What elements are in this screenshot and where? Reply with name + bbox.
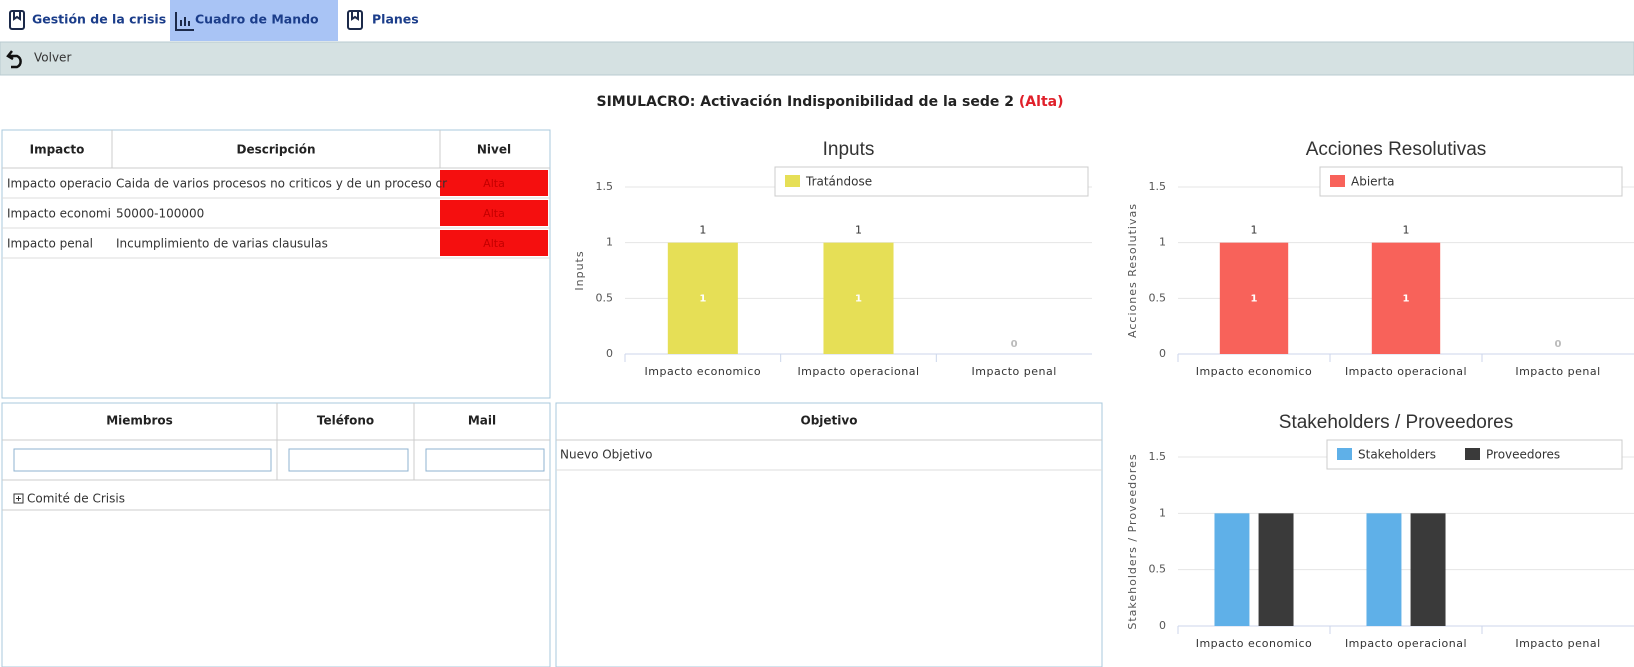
objectives-frame: [555, 402, 1103, 667]
legend-box: [774, 166, 1089, 197]
bar: [1219, 242, 1289, 354]
level-cell: [440, 170, 548, 196]
x-tick-label: Impacto penal: [1515, 637, 1600, 650]
y-tick-label: 0.5: [1149, 563, 1167, 576]
x-tick-label: Impacto economico: [1196, 637, 1313, 650]
y-tick-label: 0.5: [596, 291, 614, 304]
x-tick-label: Impacto operacional: [1345, 365, 1467, 378]
table-cell: Incumplimiento de varias clausulas: [116, 237, 328, 251]
legend-label[interactable]: Stakeholders: [1358, 448, 1436, 462]
filter-input[interactable]: [288, 448, 409, 472]
y-tick-label: 1: [606, 236, 613, 249]
chart-title: Acciones Resolutivas: [1306, 139, 1487, 160]
data-label-inner: 0: [1011, 339, 1018, 350]
y-tick-label: 1: [1159, 236, 1166, 249]
tab[interactable]: Planes: [372, 12, 419, 27]
table-header: Objetivo: [801, 414, 858, 428]
legend-swatch: [1337, 448, 1352, 460]
level-cell: [440, 200, 548, 226]
bar: [1366, 513, 1402, 626]
back-button[interactable]: Volver: [34, 51, 71, 65]
data-label-inner: 1: [1251, 293, 1258, 304]
y-tick-label: 0: [1159, 347, 1166, 360]
y-tick-label: 0.5: [1149, 291, 1167, 304]
x-tick-label: Impacto economico: [645, 365, 762, 378]
bar: [667, 242, 738, 354]
table-header: Nivel: [477, 143, 511, 157]
bar: [1214, 513, 1250, 626]
legend-swatch: [785, 175, 800, 187]
filter-input[interactable]: [13, 448, 272, 472]
data-label-inner: 1: [699, 293, 706, 304]
toolbar: [0, 41, 1634, 76]
table-cell: Nuevo Objetivo: [560, 448, 652, 462]
title-level: (Alta): [1019, 94, 1064, 110]
x-tick-label: Impacto economico: [1196, 365, 1313, 378]
table-cell: Impacto operacio: [7, 177, 112, 191]
legend-box: [1319, 166, 1623, 197]
y-tick-label: 1.5: [1149, 180, 1167, 193]
members-table-frame: [1, 402, 551, 667]
tab[interactable]: Gestión de la crisis: [32, 12, 166, 27]
back-icon: [6, 50, 22, 69]
legend-label[interactable]: Proveedores: [1486, 448, 1560, 462]
data-label-inner: 1: [855, 293, 862, 304]
table-header: Miembros: [106, 414, 173, 428]
tab[interactable]: Cuadro de Mando: [195, 12, 319, 27]
impact-table-frame: [1, 129, 551, 399]
data-label: 1: [1403, 224, 1410, 237]
y-tick-label: 1.5: [596, 180, 614, 193]
bar: [1410, 513, 1446, 626]
x-tick-label: Impacto penal: [1515, 365, 1600, 378]
table-cell: Alta: [483, 237, 505, 250]
filter-input[interactable]: [425, 448, 545, 472]
y-tick-label: 1.5: [1149, 450, 1167, 463]
legend-swatch: [1465, 448, 1480, 460]
legend-label[interactable]: Tratándose: [805, 175, 872, 189]
bar: [823, 242, 894, 354]
y-axis-label: Stakeholders / Proveedores: [1126, 453, 1139, 629]
y-axis-label: Inputs: [573, 250, 586, 290]
data-label-inner: 1: [1403, 293, 1410, 304]
x-tick-label: Impacto operacional: [1345, 637, 1467, 650]
y-axis-label: Acciones Resolutivas: [1126, 203, 1139, 338]
y-tick-label: 1: [1159, 506, 1166, 519]
active-tab-bg: [170, 0, 338, 41]
page-title: SIMULACRO: Activación Indisponibilidad d…: [597, 94, 1064, 110]
title-text: SIMULACRO: Activación Indisponibilidad d…: [597, 94, 1015, 110]
table-cell: Impacto penal: [7, 237, 93, 251]
legend-label[interactable]: Abierta: [1351, 175, 1395, 189]
x-tick-label: Impacto penal: [972, 365, 1057, 378]
table-cell: Alta: [483, 177, 505, 190]
legend-swatch: [1330, 175, 1345, 187]
data-label: 1: [855, 224, 862, 237]
table-cell: Caida de varios procesos no criticos y d…: [116, 177, 447, 191]
chart-title: Inputs: [823, 139, 875, 160]
table-header: Impacto: [30, 143, 85, 157]
tab-icon: [9, 10, 363, 31]
data-label-inner: 0: [1555, 339, 1562, 350]
table-cell: Alta: [483, 207, 505, 220]
y-tick-label: 0: [606, 347, 613, 360]
table-header: Mail: [468, 414, 496, 428]
x-tick-label: Impacto operacional: [797, 365, 919, 378]
table-header: Teléfono: [317, 414, 374, 428]
chart-title: Stakeholders / Proveedores: [1279, 412, 1513, 433]
expand-icon: [16, 496, 21, 501]
data-label: 1: [1251, 224, 1258, 237]
table-cell: 50000-100000: [116, 207, 204, 221]
level-cell: [440, 230, 548, 256]
table-header: Descripción: [237, 143, 316, 157]
bar: [1371, 242, 1441, 354]
data-label: 1: [699, 224, 706, 237]
y-tick-label: 0: [1159, 619, 1166, 632]
bar: [1258, 513, 1294, 626]
group-row[interactable]: Comité de Crisis: [27, 492, 125, 506]
table-cell: Impacto economi: [7, 207, 111, 221]
